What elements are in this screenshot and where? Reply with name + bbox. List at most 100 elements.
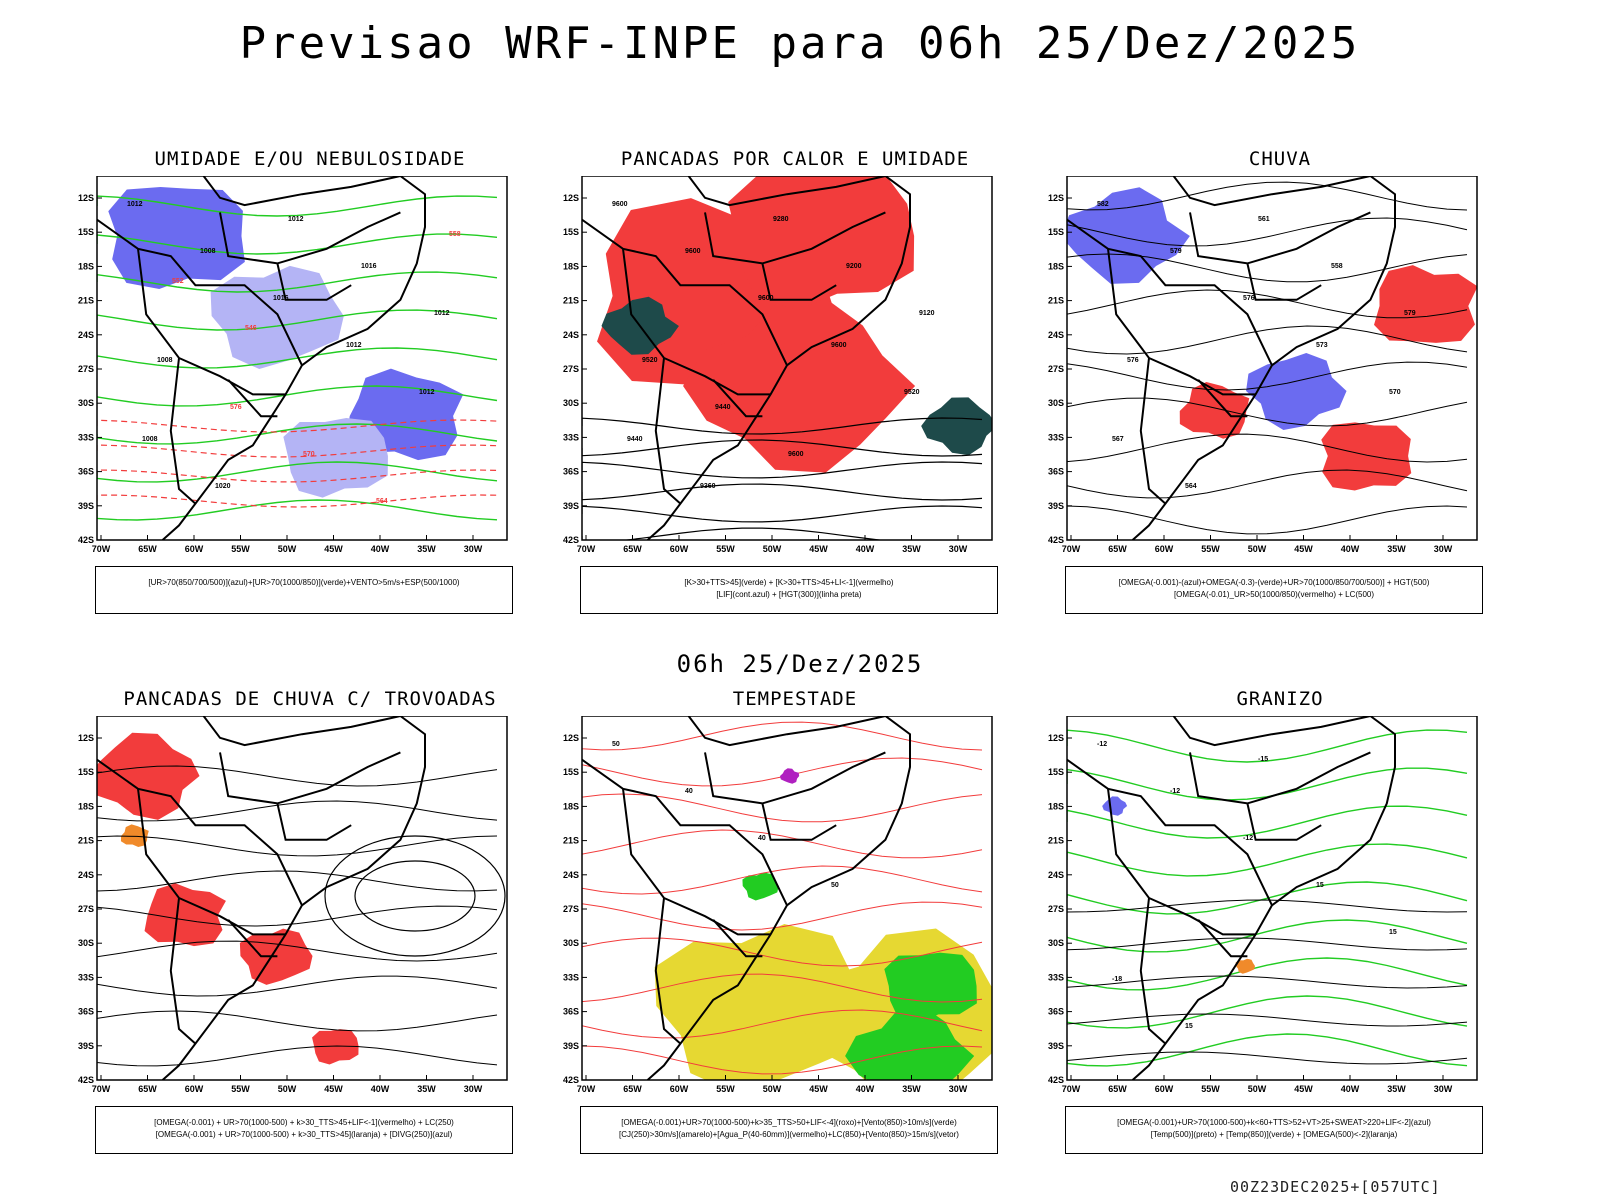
contour-label: 579	[1170, 248, 1182, 255]
country-border	[1189, 211, 1371, 265]
contour-label: 579	[1404, 310, 1416, 317]
lat-tick-label: 15S	[78, 767, 94, 777]
panel-pancadas-calor: PANCADAS POR CALOR E UMIDADE 9600 9600 960…	[560, 148, 1030, 648]
streamline	[582, 937, 983, 967]
height-contour	[582, 417, 983, 435]
humidity-contour	[97, 309, 498, 331]
lat-tick-label: 36S	[78, 467, 94, 477]
geopotential-contour	[1067, 505, 1468, 535]
streamline	[582, 721, 983, 751]
lon-tick-label: 60W	[1155, 1084, 1174, 1094]
lat-tick-label: 30S	[1048, 398, 1064, 408]
wind-field	[884, 952, 977, 1023]
country-border	[1197, 379, 1248, 418]
lat-tick-label: 30S	[563, 938, 579, 948]
panel-chuva: CHUVA 582 579 576 573 570 567 564 561 558 579 576 1…	[1045, 148, 1515, 648]
lat-tick-label: 36S	[78, 1007, 94, 1017]
lon-tick-label: 55W	[231, 1084, 250, 1094]
streamline	[97, 870, 498, 892]
storm-field	[97, 732, 200, 820]
legend-box: [OMEGA(-0.001) + UR>70(1000-500) + k>30_…	[95, 1106, 513, 1154]
lat-tick-label: 27S	[563, 904, 579, 914]
lon-tick-label: 55W	[1201, 544, 1220, 554]
contour-label: 1012	[127, 201, 143, 208]
lat-tick-label: 15S	[563, 227, 579, 237]
temp850-contour	[1067, 729, 1468, 763]
map-frame	[581, 716, 993, 1081]
map-chuva: 582 579 576 573 570 567 564 561 558 579 576 12S 15S 1…	[1048, 176, 1478, 554]
map-umidade: 1012 1008 1016 1012 1012 1008 1020 1012 1016 1012…	[78, 176, 508, 554]
lat-tick-label: 24S	[78, 870, 94, 880]
country-border	[97, 758, 303, 906]
contour-label: 9600	[788, 451, 804, 458]
legend-line: [UR>70(850/700/500)](azul)+[UR>70(1000/8…	[148, 578, 460, 587]
lon-tick-label: 35W	[417, 1084, 436, 1094]
map-frame	[1066, 716, 1478, 1081]
contour-label: 9440	[715, 404, 731, 411]
streamline	[97, 940, 498, 962]
country-border	[1139, 357, 1167, 505]
contour-label: 1012	[434, 310, 450, 317]
map-frame	[1066, 176, 1478, 541]
country-border	[169, 897, 197, 1045]
country-border	[227, 919, 278, 958]
lat-tick-label: 33S	[1048, 972, 1064, 982]
geopotential-contour	[1067, 325, 1468, 355]
lat-tick-label: 27S	[78, 904, 94, 914]
country-border	[169, 357, 197, 505]
height-contour	[582, 527, 885, 540]
map-pancadas-calor: 9600 9600 9600 9600 9520 9440 9360 9280 9200 9120…	[563, 176, 993, 554]
panel-title: PANCADAS DE CHUVA C/ TROVOADAS	[123, 688, 497, 710]
geopotential-contour	[1067, 289, 1468, 319]
contour-label: 570	[303, 451, 315, 458]
lat-tick-label: 42S	[78, 535, 94, 545]
contour-label: -12	[1170, 788, 1180, 795]
country-border	[622, 248, 771, 396]
country-border	[761, 803, 837, 841]
country-border	[276, 263, 352, 301]
legend-line: [OMEGA(-0.001)-(azul)+OMEGA(-0.3)-(verde…	[1118, 578, 1430, 587]
rain-field	[1179, 381, 1250, 439]
humidity-field	[108, 186, 245, 289]
lat-tick-label: 24S	[563, 330, 579, 340]
humidity-contour	[97, 423, 498, 445]
contour-label: 50	[612, 741, 620, 748]
lon-tick-label: 70W	[577, 544, 596, 554]
map-layer	[97, 716, 506, 1080]
streamline	[97, 975, 498, 997]
lon-tick-label: 35W	[902, 544, 921, 554]
height-contour	[582, 439, 983, 457]
lon-tick-label: 55W	[716, 1084, 735, 1094]
lat-tick-label: 15S	[1048, 227, 1064, 237]
coastline	[161, 716, 426, 1080]
lon-tick-label: 50W	[763, 1084, 782, 1094]
lat-tick-label: 21S	[1048, 296, 1064, 306]
lat-tick-label: 12S	[78, 193, 94, 203]
lat-tick-label: 42S	[563, 535, 579, 545]
lon-tick-label: 70W	[92, 1084, 111, 1094]
lat-tick-label: 33S	[1048, 432, 1064, 442]
lat-tick-label: 21S	[78, 836, 94, 846]
lon-tick-label: 60W	[185, 544, 204, 554]
lat-tick-label: 30S	[1048, 938, 1064, 948]
lon-tick-label: 55W	[1201, 1084, 1220, 1094]
country-border	[704, 211, 886, 265]
country-border	[712, 379, 763, 418]
temp850-contour	[1067, 919, 1468, 953]
hail-field	[1235, 958, 1256, 974]
contour-label: -18	[1112, 976, 1122, 983]
lat-tick-label: 36S	[1048, 1007, 1064, 1017]
contour-label: 40	[758, 835, 766, 842]
contour-label: 1016	[273, 295, 289, 302]
coastline	[646, 176, 911, 540]
temp850-contour	[1067, 995, 1468, 1029]
country-border	[227, 379, 278, 418]
lat-tick-label: 30S	[78, 938, 94, 948]
lat-tick-label: 24S	[78, 330, 94, 340]
streamline	[97, 905, 498, 927]
contour-label: 15	[1389, 929, 1397, 936]
legend-line: [OMEGA(-0.01)_UR>50(1000/850)(vermelho) …	[1173, 590, 1375, 599]
contour-label: 558	[1331, 263, 1343, 270]
lat-tick-label: 27S	[563, 364, 579, 374]
